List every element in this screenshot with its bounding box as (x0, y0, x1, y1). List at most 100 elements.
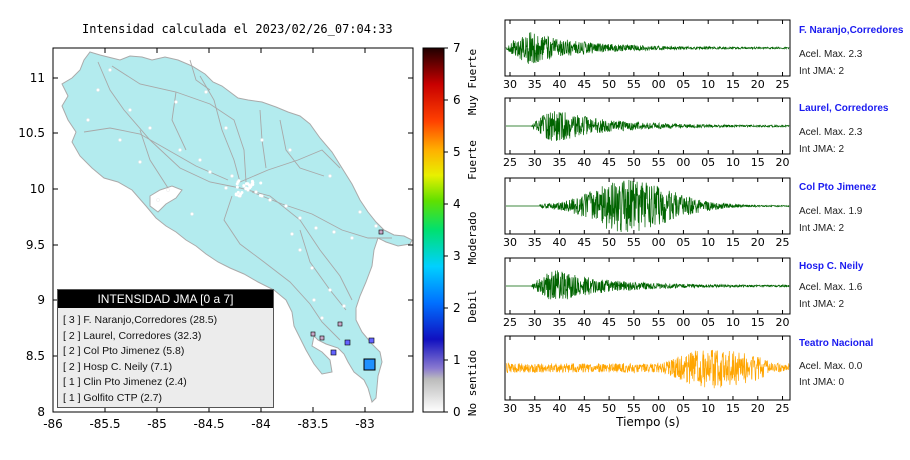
x-tick-label: -85 (147, 417, 167, 431)
marker-clin-pto-jimenez (337, 321, 343, 327)
time-tick-label: 10 (701, 402, 715, 415)
station-int-0: Int JMA: 2 (799, 66, 845, 77)
time-tick-label: 55 (652, 156, 666, 169)
time-tick-label: 30 (503, 402, 517, 415)
y-tick-label: 8.5 (26, 349, 45, 363)
legend-row: [ 2 ] Laurel, Corredores (32.3) (63, 329, 202, 342)
time-tick-label: 55 (627, 78, 641, 91)
time-tick-label: 30 (503, 78, 517, 91)
colorbar-label: Fuerte (466, 140, 479, 180)
time-tick-label: 45 (602, 316, 616, 329)
time-tick-label: 35 (528, 402, 542, 415)
colorbar-tick-label: 3 (453, 249, 461, 263)
time-tick-label: 00 (652, 236, 666, 249)
time-tick-label: 00 (676, 156, 690, 169)
colorbar-tick-label: 1 (453, 353, 461, 367)
legend-row: [ 1 ] Clin Pto Jimenez (2.4) (63, 376, 187, 388)
time-tick-label: 05 (676, 236, 690, 249)
colorbar-tick-label: 4 (453, 197, 461, 211)
marker-laurel (368, 337, 375, 344)
time-tick-label: 35 (553, 156, 567, 169)
colorbar-tick-label: 7 (453, 41, 461, 55)
x-tick-label: -84 (251, 417, 271, 431)
time-tick-label: 25 (776, 236, 790, 249)
time-tick-label: 35 (553, 316, 567, 329)
waveform-trace (506, 179, 790, 233)
colorbar-tick-label: 2 (453, 301, 461, 315)
waveform-frame (504, 257, 791, 315)
time-tick-label: 05 (676, 402, 690, 415)
station-name-3: Hosp C. Neily (799, 261, 864, 272)
station-acel-2: Acel. Max. 1.9 (799, 206, 863, 217)
intensity-colorbar (422, 47, 445, 413)
station-int-2: Int JMA: 2 (799, 223, 845, 234)
station-int-3: Int JMA: 2 (799, 299, 845, 310)
marker-osa (310, 331, 316, 337)
time-tick-label: 55 (652, 316, 666, 329)
waveform-frame (504, 177, 791, 235)
colorbar-ticks: 7 6 5 4 3 2 1 0 (444, 41, 461, 419)
time-tick-label: 30 (528, 316, 542, 329)
waveform-trace (506, 270, 790, 300)
station-dots (86, 68, 378, 320)
time-tick-label: 25 (776, 402, 790, 415)
legend-title: INTENSIDAD JMA [0 a 7] (58, 290, 273, 308)
time-tick-label: 35 (528, 78, 542, 91)
marker-golfito (319, 335, 325, 341)
time-tick-label: 20 (751, 402, 765, 415)
time-tick-label: 10 (701, 236, 715, 249)
station-int-4: Int JMA: 0 (799, 377, 845, 388)
x-tick-label: -83 (355, 417, 375, 431)
time-tick-label: 20 (751, 78, 765, 91)
y-tick-label: 8 (37, 405, 45, 419)
marker-col-pto-jimenez (330, 349, 337, 356)
colorbar-label: Muy Fuerte (466, 49, 479, 115)
station-acel-0: Acel. Max. 2.3 (799, 49, 863, 60)
time-tick-label: 50 (627, 316, 641, 329)
station-name-0: F. Naranjo,Corredores (799, 25, 904, 36)
time-tick-label: 40 (553, 78, 567, 91)
colorbar-tick-label: 6 (453, 93, 461, 107)
time-tick-label: 15 (726, 402, 740, 415)
time-tick-label: 15 (726, 78, 740, 91)
time-tick-label: 20 (776, 156, 790, 169)
station-int-1: Int JMA: 2 (799, 144, 845, 155)
time-tick-label: 35 (528, 236, 542, 249)
colorbar-label: Debil (466, 289, 479, 322)
x-tick-label: -85.5 (89, 417, 120, 431)
time-tick-label: 45 (577, 236, 591, 249)
time-tick-label: 10 (726, 156, 740, 169)
y-tick-label: 9 (37, 293, 45, 307)
time-tick-label: 20 (751, 236, 765, 249)
colorbar-tick-label: 5 (453, 145, 461, 159)
time-tick-label: 00 (676, 316, 690, 329)
y-tick-label: 9.5 (26, 238, 45, 252)
gulf-nicoya (149, 185, 183, 213)
station-acel-4: Acel. Max. 0.0 (799, 361, 863, 372)
time-tick-label: 05 (701, 156, 715, 169)
marker-north (378, 229, 384, 235)
colorbar-label: Moderado (466, 212, 479, 265)
y-tick-label: 10.5 (18, 126, 45, 140)
time-tick-label: 20 (776, 316, 790, 329)
intensity-legend: INTENSIDAD JMA [0 a 7] [ 3 ] F. Naranjo,… (57, 289, 274, 408)
time-tick-label: 25 (503, 316, 517, 329)
time-tick-label: 40 (553, 402, 567, 415)
x-tick-label: -83.5 (297, 417, 328, 431)
station-acel-3: Acel. Max. 1.6 (799, 282, 863, 293)
time-tick-label: 10 (726, 316, 740, 329)
time-tick-label: 50 (602, 236, 616, 249)
marker-f-naranjo (363, 358, 376, 371)
station-name-4: Teatro Nacional (799, 338, 874, 349)
time-tick-label: 40 (577, 156, 591, 169)
time-tick-label: 30 (528, 156, 542, 169)
colorbar-tick-label: 0 (453, 405, 461, 419)
time-tick-label: 40 (553, 236, 567, 249)
colorbar-label: No sentido (466, 350, 479, 416)
time-tick-label: 05 (701, 316, 715, 329)
station-name-2: Col Pto Jimenez (799, 182, 877, 193)
time-tick-label: 10 (701, 78, 715, 91)
legend-row: [ 1 ] Golfito CTP (2.7) (63, 391, 163, 404)
waveform-frame (504, 335, 791, 401)
time-axis-label: Tiempo (s) (615, 415, 680, 429)
